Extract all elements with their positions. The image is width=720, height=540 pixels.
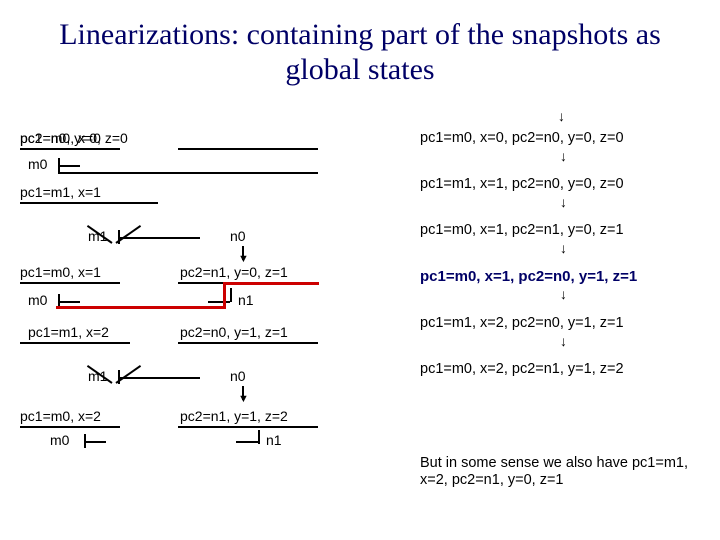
state-text: pc1=m0, x=1, pc2=n0, y=1, z=1 <box>420 268 637 285</box>
state-text: pc1=m1, x=1, pc2=n0, y=0, z=0 <box>420 176 624 192</box>
state-item: pc1=m1, x=2, pc2=n0, y=1, z=1↓ <box>420 315 710 331</box>
arrow-down-icon: ↓ <box>560 148 567 164</box>
hline <box>236 441 258 443</box>
label-pc1-3: pc1=m1, x=2 <box>28 324 109 340</box>
hline <box>178 426 318 428</box>
arrow-down-icon: ▼ <box>238 394 249 405</box>
label-pc2-1: pc2=n1, y=0, z=1 <box>180 264 288 280</box>
page-title: Linearizations: containing part of the s… <box>0 0 720 97</box>
footnote: But in some sense we also have pc1=m1, x… <box>420 455 705 490</box>
hline <box>20 202 158 204</box>
state-text: pc1=m0, x=1, pc2=n1, y=0, z=1 <box>420 222 624 238</box>
label-pc2-0: pc2=n0, y=0, z=0 <box>20 130 128 146</box>
red-path-seg <box>56 306 226 309</box>
arrow-down-icon: ↓ <box>560 333 567 349</box>
state-text: pc1=m0, x=2, pc2=n1, y=1, z=2 <box>420 361 624 377</box>
label-pc2-2: pc2=n0, y=1, z=1 <box>180 324 288 340</box>
red-path-seg <box>223 282 319 285</box>
arrow-down-icon: ↓ <box>560 194 567 210</box>
state-item: pc1=m1, x=1, pc2=n0, y=0, z=0↓ <box>420 176 710 192</box>
label-n1-2: n1 <box>266 432 282 448</box>
hline <box>20 282 120 284</box>
vline <box>258 430 260 444</box>
vline <box>230 288 232 302</box>
label-n1: n1 <box>238 292 254 308</box>
hline <box>58 301 80 303</box>
red-path-seg <box>223 282 226 309</box>
arrow-down-icon: ↓ <box>558 108 565 124</box>
label-n0: n0 <box>230 228 246 244</box>
label-pc2-3: pc2=n1, y=1, z=2 <box>180 408 288 424</box>
label-pc1-1: pc1=m1, x=1 <box>20 184 101 200</box>
state-text: pc1=m1, x=2, pc2=n0, y=1, z=1 <box>420 315 624 331</box>
hline <box>84 441 106 443</box>
hline <box>58 172 318 174</box>
state-item: pc1=m0, x=1, pc2=n1, y=0, z=1↓ <box>420 222 710 238</box>
process-diagram: pc1=m0, x=0 pc2=n0, y=0, z=0 m0 pc1=m1, … <box>20 130 400 530</box>
label-pc1-2: pc1=m0, x=1 <box>20 264 101 280</box>
hline <box>20 426 120 428</box>
label-m0-3: m0 <box>50 432 69 448</box>
label-m0-2: m0 <box>28 292 47 308</box>
hline <box>118 377 200 379</box>
hline <box>20 342 130 344</box>
state-item-highlighted: pc1=m0, x=1, pc2=n0, y=1, z=1↓ <box>420 268 710 285</box>
state-item: pc1=m0, x=0, pc2=n0, y=0, z=0↓ <box>420 130 710 146</box>
label-n0-2: n0 <box>230 368 246 384</box>
label-m0: m0 <box>28 156 47 172</box>
hline <box>20 148 120 150</box>
hline <box>58 165 80 167</box>
hline <box>178 342 318 344</box>
state-sequence: ↓ pc1=m0, x=0, pc2=n0, y=0, z=0↓ pc1=m1,… <box>420 130 710 385</box>
hline <box>208 301 230 303</box>
state-item: pc1=m0, x=2, pc2=n1, y=1, z=2 <box>420 361 710 377</box>
state-text: pc1=m0, x=0, pc2=n0, y=0, z=0 <box>420 130 624 146</box>
arrow-down-icon: ↓ <box>560 240 567 256</box>
hline <box>118 237 200 239</box>
arrow-down-icon: ↓ <box>560 286 567 302</box>
label-pc1-4: pc1=m0, x=2 <box>20 408 101 424</box>
hline <box>178 148 318 150</box>
